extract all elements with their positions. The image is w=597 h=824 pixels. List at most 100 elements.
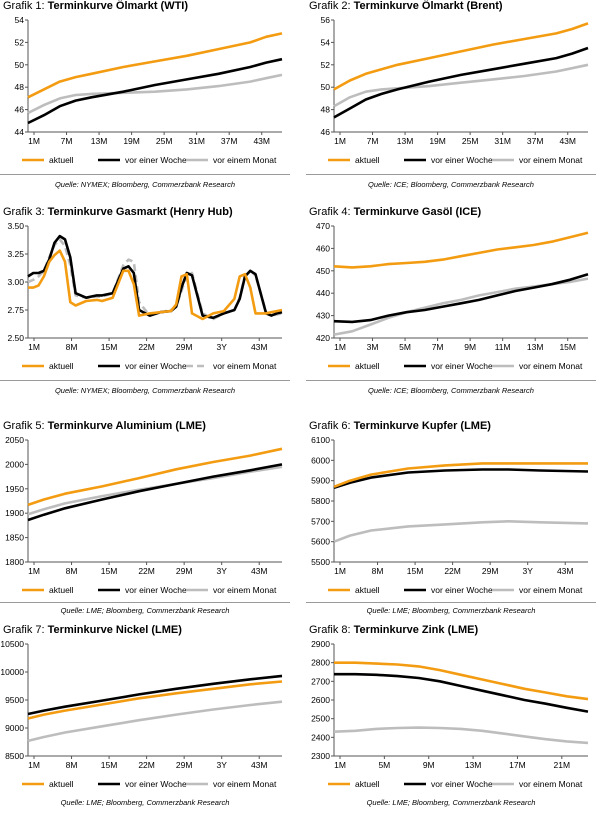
chart-source: Quelle: LME; Bloomberg, Commerzbank Rese… xyxy=(366,606,536,615)
divider xyxy=(306,602,596,603)
legend-label-woche: vor einer Woche xyxy=(125,585,187,595)
legend-label-woche: vor einer Woche xyxy=(125,361,187,371)
x-tick-label: 25M xyxy=(462,136,479,146)
series-line-aktuell xyxy=(27,32,283,99)
chart-title-prefix: Grafik 8: xyxy=(309,624,351,636)
chart-title-prefix: Grafik 5: xyxy=(3,420,45,432)
y-tick-label: 6100 xyxy=(311,435,330,445)
x-tick-label: 7M xyxy=(367,136,379,146)
chart-svg: 8500 9000 9500 10000 10500 1M 8M 15M 22M 29M 3Y 43M… xyxy=(0,639,283,789)
y-tick-label: 1950 xyxy=(5,484,24,494)
x-tick-label: 43M xyxy=(559,136,576,146)
x-tick-label: 22M xyxy=(138,760,155,770)
legend-label-monat: vor einem Monat xyxy=(213,585,277,595)
series-line-woche xyxy=(333,272,589,324)
y-tick-label: 54 xyxy=(321,37,331,47)
chart-source: Quelle: NYMEX; Bloomberg, Commerzbank Re… xyxy=(54,386,236,395)
chart-title-text: Terminkurve Zink (LME) xyxy=(353,624,479,636)
x-tick-label: 13M xyxy=(397,136,414,146)
x-tick-label: 9M xyxy=(423,760,435,770)
y-tick-label: 2.50 xyxy=(7,333,24,343)
chart-title-prefix: Grafik 1: xyxy=(3,0,45,12)
divider xyxy=(306,380,596,381)
series-line-monat xyxy=(333,277,589,336)
series-line-woche xyxy=(27,57,283,125)
y-tick-label: 44 xyxy=(15,127,25,137)
y-tick-label: 2000 xyxy=(5,459,24,469)
legend-label-monat: vor einem Monat xyxy=(213,155,277,165)
x-tick-label: 7M xyxy=(432,342,444,352)
x-tick-label: 3Y xyxy=(216,342,227,352)
x-tick-label: 1M xyxy=(28,342,40,352)
y-tick-label: 10000 xyxy=(0,667,24,677)
legend-label-monat: vor einem Monat xyxy=(519,361,583,371)
y-tick-label: 2.75 xyxy=(7,305,24,315)
x-tick-label: 29M xyxy=(482,566,499,576)
x-tick-label: 15M xyxy=(101,566,118,576)
chart-title-text: Terminkurve Gasmarkt (Henry Hub) xyxy=(47,206,233,218)
chart-panel-5: Grafik 5: Terminkurve Aluminium (LME) 18… xyxy=(0,420,290,620)
legend-label-monat: vor einem Monat xyxy=(213,779,277,789)
x-tick-label: 15M xyxy=(559,342,576,352)
x-tick-label: 22M xyxy=(138,566,155,576)
x-tick-label: 43M xyxy=(557,566,574,576)
x-tick-label: 1M xyxy=(28,136,40,146)
x-tick-label: 31M xyxy=(188,136,205,146)
legend-label-monat: vor einem Monat xyxy=(519,779,583,789)
series-line-aktuell xyxy=(333,462,588,489)
legend-label-aktuell: aktuell xyxy=(355,779,380,789)
chart-title-text: Terminkurve Gasöl (ICE) xyxy=(353,206,482,218)
y-tick-label: 8500 xyxy=(5,751,24,761)
x-tick-label: 1M xyxy=(28,566,40,576)
y-tick-label: 54 xyxy=(15,15,25,25)
x-tick-label: 29M xyxy=(176,342,193,352)
legend-label-woche: vor einer Woche xyxy=(125,779,187,789)
y-tick-label: 10500 xyxy=(0,639,24,649)
y-tick-label: 48 xyxy=(321,105,331,115)
x-tick-label: 13M xyxy=(465,760,482,770)
y-tick-label: 5700 xyxy=(311,516,330,526)
x-tick-label: 15M xyxy=(407,566,424,576)
x-tick-label: 25M xyxy=(156,136,173,146)
chart-title-prefix: Grafik 3: xyxy=(3,206,45,218)
chart-title-prefix: Grafik 7: xyxy=(3,624,45,636)
y-tick-label: 2900 xyxy=(311,639,330,649)
x-tick-label: 3Y xyxy=(216,566,227,576)
x-tick-label: 3M xyxy=(367,342,379,352)
chart-title: Grafik 6: Terminkurve Kupfer (LME) xyxy=(309,420,491,432)
y-tick-label: 5900 xyxy=(311,476,330,486)
chart-panel-7: Grafik 7: Terminkurve Nickel (LME) 8500 9… xyxy=(0,624,290,824)
x-tick-label: 5M xyxy=(378,760,390,770)
chart-title-prefix: Grafik 4: xyxy=(309,206,351,218)
x-tick-label: 21M xyxy=(554,760,571,770)
chart-source: Quelle: NYMEX; Bloomberg, Commerzbank Re… xyxy=(54,180,236,189)
chart-title-prefix: Grafik 6: xyxy=(309,420,351,432)
y-tick-label: 3.25 xyxy=(7,249,24,259)
y-tick-label: 6000 xyxy=(311,455,330,465)
x-tick-label: 1M xyxy=(334,136,346,146)
chart-source: Quelle: ICE; Bloomberg, Commerzbank Rese… xyxy=(368,180,534,189)
x-tick-label: 22M xyxy=(444,566,461,576)
x-tick-label: 19M xyxy=(429,136,446,146)
legend-label-aktuell: aktuell xyxy=(49,361,74,371)
legend-label-monat: vor einem Monat xyxy=(519,155,583,165)
y-tick-label: 470 xyxy=(316,221,330,231)
chart-title: Grafik 4: Terminkurve Gasöl (ICE) xyxy=(309,206,481,218)
chart-title: Grafik 2: Terminkurve Ölmarkt (Brent) xyxy=(309,0,503,12)
legend-label-woche: vor einer Woche xyxy=(125,155,187,165)
legend-label-aktuell: aktuell xyxy=(355,155,380,165)
chart-title: Grafik 1: Terminkurve Ölmarkt (WTI) xyxy=(3,0,188,12)
chart-title-text: Terminkurve Kupfer (LME) xyxy=(353,420,491,432)
chart-title-text: Terminkurve Aluminium (LME) xyxy=(47,420,206,432)
y-tick-label: 2300 xyxy=(311,751,330,761)
y-tick-label: 48 xyxy=(15,82,25,92)
x-tick-label: 1M xyxy=(334,760,346,770)
chart-title-text: Terminkurve Nickel (LME) xyxy=(47,624,182,636)
x-tick-label: 1M xyxy=(28,760,40,770)
x-tick-label: 13M xyxy=(91,136,108,146)
y-tick-label: 46 xyxy=(15,105,25,115)
y-tick-label: 50 xyxy=(321,82,331,92)
y-tick-label: 46 xyxy=(321,127,331,137)
legend-label-aktuell: aktuell xyxy=(355,361,380,371)
x-tick-label: 7M xyxy=(61,136,73,146)
